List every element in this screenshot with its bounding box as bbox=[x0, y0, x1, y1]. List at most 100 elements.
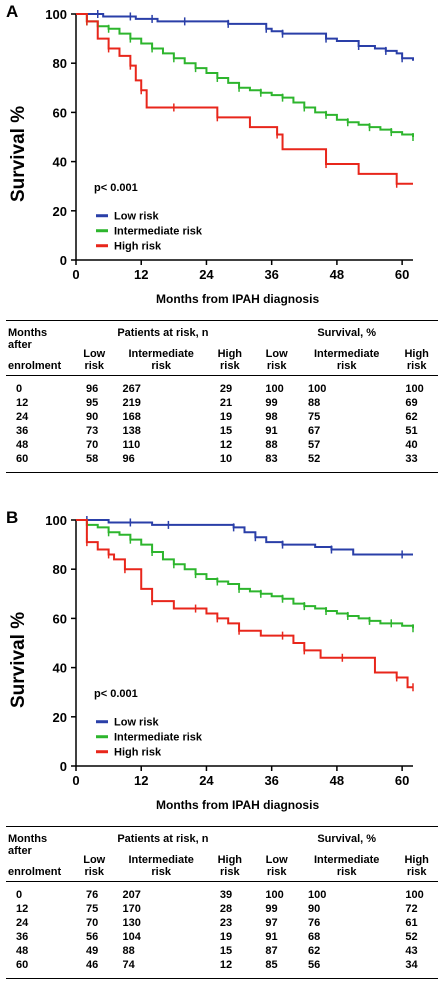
table-value-cell: 170 bbox=[122, 903, 141, 915]
table-sub-header: risk bbox=[406, 866, 427, 878]
table-value-cell: 100 bbox=[307, 383, 327, 395]
panel-b: B Survival % 0 20 40 60 80 100 0 12 24 36 48 60 p< 0… bbox=[0, 506, 447, 1003]
table-sub-header: risk bbox=[84, 360, 105, 372]
table-value-cell: 99 bbox=[265, 397, 278, 409]
table-value-cell: 52 bbox=[307, 453, 321, 465]
table-month-cell: 0 bbox=[16, 383, 23, 395]
table-sub-header: risk bbox=[220, 866, 240, 878]
table-value-cell: 100 bbox=[265, 889, 284, 901]
table-value-cell: 168 bbox=[122, 411, 141, 423]
table-value-cell: 46 bbox=[86, 959, 99, 971]
y-tick-label: 60 bbox=[53, 105, 67, 120]
legend-label: Intermediate risk bbox=[114, 226, 203, 238]
survival-plot-b: 0 20 40 60 80 100 0 12 24 36 48 60 p< 0.001 Low risk I… bbox=[45, 513, 414, 788]
table-value-cell: 58 bbox=[86, 453, 99, 465]
x-tick-label: 48 bbox=[330, 773, 344, 788]
table-rule-row bbox=[6, 375, 438, 382]
table-value-cell: 87 bbox=[265, 945, 278, 957]
series-line-low-risk bbox=[76, 13, 414, 61]
risk-table-a: Months Patients at risk, n Survival, % afte… bbox=[6, 324, 438, 473]
x-tick-label: 60 bbox=[395, 773, 409, 788]
table-col-header: after bbox=[8, 339, 32, 351]
panel-letter: A bbox=[6, 2, 19, 21]
table-rule-row bbox=[6, 972, 438, 979]
table-sub-header: Low bbox=[83, 854, 106, 866]
table-value-cell: 62 bbox=[405, 411, 418, 423]
table-value-cell: 10 bbox=[219, 453, 233, 465]
table-sub-header: Low bbox=[265, 854, 288, 866]
table-value-cell: 90 bbox=[86, 411, 99, 423]
y-tick-label: 40 bbox=[53, 661, 67, 676]
table-row: 0 96 267 29 100 100 100 bbox=[6, 382, 438, 396]
table-sub-header: Low bbox=[265, 348, 288, 360]
table-mid-rule bbox=[6, 881, 438, 888]
p-value-annotation: p< 0.001 bbox=[94, 688, 138, 700]
table-value-cell: 19 bbox=[219, 931, 233, 943]
p-value-annotation: p< 0.001 bbox=[94, 182, 138, 194]
table-value-cell: 49 bbox=[86, 945, 99, 957]
table-value-cell: 88 bbox=[307, 397, 321, 409]
table-sub-header: Intermediate bbox=[313, 348, 380, 360]
y-tick-label: 40 bbox=[53, 155, 67, 170]
table-value-cell: 68 bbox=[307, 931, 321, 943]
y-tick-label: 20 bbox=[53, 204, 67, 219]
table-row: 36 73 138 15 91 67 51 bbox=[6, 424, 438, 438]
table-sub-header: risk bbox=[151, 360, 171, 372]
x-tick-label: 0 bbox=[72, 773, 79, 788]
table-group-header: Patients at risk, n bbox=[117, 327, 209, 339]
table-row: 12 75 170 28 99 90 72 bbox=[6, 902, 438, 916]
table-sub-header: risk bbox=[266, 866, 287, 878]
table-value-cell: 76 bbox=[86, 889, 99, 901]
table-row: 24 90 168 19 98 75 62 bbox=[6, 410, 438, 424]
x-tick-label: 12 bbox=[134, 267, 148, 282]
table-value-cell: 12 bbox=[219, 439, 233, 451]
table-month-cell: 24 bbox=[16, 411, 29, 423]
y-tick-label: 100 bbox=[45, 513, 67, 528]
table-top-rule bbox=[6, 320, 438, 321]
series-line-intermediate-risk bbox=[76, 13, 414, 137]
x-axis-label: Months from IPAH diagnosis bbox=[156, 798, 320, 812]
table-value-cell: 56 bbox=[86, 931, 99, 943]
table-value-cell: 75 bbox=[86, 903, 99, 915]
table-top-rule bbox=[6, 826, 438, 827]
table-value-cell: 43 bbox=[405, 945, 418, 957]
table-row: 0 76 207 39 100 100 100 bbox=[6, 888, 438, 902]
table-row: 48 49 88 15 87 62 43 bbox=[6, 944, 438, 958]
legend-label: Low risk bbox=[114, 717, 160, 729]
x-tick-label: 12 bbox=[134, 773, 148, 788]
table-group-header: Survival, % bbox=[317, 833, 377, 845]
risk-table-b: Months Patients at risk, n Survival, % afte… bbox=[6, 830, 438, 979]
x-tick-label: 24 bbox=[199, 267, 214, 282]
table-month-cell: 24 bbox=[16, 917, 29, 929]
x-tick-label: 60 bbox=[395, 267, 409, 282]
table-value-cell: 83 bbox=[265, 453, 278, 465]
table-value-cell: 73 bbox=[86, 425, 99, 437]
table-col-header: after bbox=[8, 845, 32, 857]
table-bottom-rule bbox=[6, 972, 438, 979]
panel-letter: B bbox=[6, 508, 19, 527]
series-line-intermediate-risk bbox=[76, 519, 414, 629]
table-value-cell: 98 bbox=[265, 411, 278, 423]
table-value-cell: 95 bbox=[86, 397, 99, 409]
panel-a: A Survival % 0 20 40 60 80 100 0 12 24 36 48 60 p< 0… bbox=[0, 0, 447, 498]
table-value-cell: 33 bbox=[405, 453, 418, 465]
table-value-cell: 85 bbox=[265, 959, 278, 971]
table-value-cell: 110 bbox=[122, 439, 141, 451]
table-value-cell: 90 bbox=[307, 903, 321, 915]
table-value-cell: 67 bbox=[307, 425, 321, 437]
table-col-header: Months bbox=[8, 833, 48, 845]
table-value-cell: 88 bbox=[265, 439, 278, 451]
table-sub-header: risk bbox=[151, 866, 171, 878]
table-value-cell: 52 bbox=[405, 931, 418, 943]
series-line-low-risk bbox=[76, 519, 413, 556]
table-month-cell: 60 bbox=[16, 959, 29, 971]
table-sub-header: risk bbox=[336, 866, 357, 878]
legend-label: High risk bbox=[114, 747, 162, 759]
table-row: 48 70 110 12 88 57 40 bbox=[6, 438, 438, 452]
series-line-high-risk bbox=[76, 13, 413, 185]
legend-label: High risk bbox=[114, 241, 162, 253]
table-value-cell: 72 bbox=[405, 903, 418, 915]
table-col-header: enrolment bbox=[8, 866, 62, 878]
series-line-high-risk bbox=[76, 519, 413, 689]
table-header-row: Months Patients at risk, n Survival, % bbox=[6, 324, 438, 339]
